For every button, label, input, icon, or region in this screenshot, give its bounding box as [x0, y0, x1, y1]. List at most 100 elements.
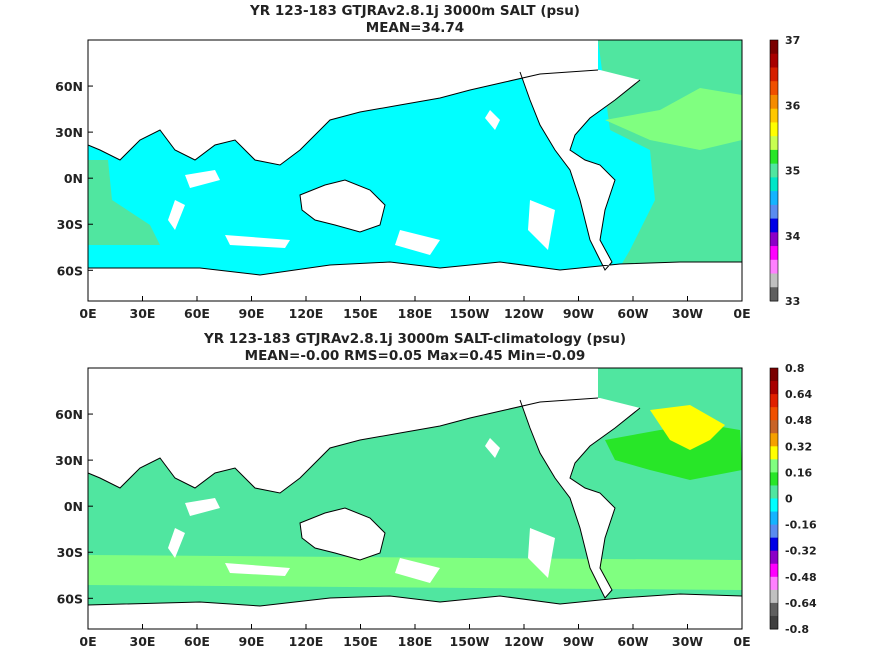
colorbar-segment [770, 563, 778, 578]
colorbar-segment [770, 108, 778, 123]
x-tick-label: 60E [184, 306, 210, 321]
colorbar-segment [770, 122, 778, 137]
y-tick-label: 30S [57, 545, 83, 560]
colorbar-segment [770, 446, 778, 460]
x-tick-label: 90W [563, 634, 594, 649]
x-tick-label: 60W [617, 634, 648, 649]
colorbar-segment [770, 394, 778, 408]
x-tick-label: 30E [130, 634, 156, 649]
colorbar-tick-label: -0.16 [785, 519, 817, 532]
colorbar-tick-label: -0.8 [785, 623, 809, 636]
colorbar-segment [770, 524, 778, 539]
colorbar-segment [770, 94, 778, 110]
panel2-subtitle: MEAN=-0.00 RMS=0.05 Max=0.45 Min=-0.09 [244, 348, 586, 364]
colorbar: 37 36 35 34 33 [769, 34, 801, 308]
colorbar-segment [770, 259, 778, 275]
coastline-outline [87, 69, 742, 276]
land-australia [300, 508, 385, 560]
x-tick-label: 60E [184, 634, 210, 649]
y-tick-label: 30S [57, 217, 83, 232]
colorbar-tick-label: 0.48 [785, 414, 812, 427]
x-tick-label: 180E [398, 634, 433, 649]
plot-frame [87, 367, 743, 630]
colorbar-segment [770, 420, 778, 434]
x-tick-label: 0E [733, 306, 750, 321]
ridge-features [168, 438, 555, 583]
y-tick-label: 60N [55, 79, 83, 94]
ocean-field [88, 368, 742, 629]
x-tick-label: 120E [289, 306, 324, 321]
y-tick-label: 30N [55, 453, 83, 468]
y-tick-label: 0N [64, 499, 83, 514]
colorbar-segment [770, 163, 778, 178]
panel1-title: YR 123-183 GTJRAv2.8.1j 3000m SALT (psu) [250, 3, 580, 19]
x-axis-ticks: 0E 30E 60E 90E 120E 150E 180E 150W 120W 90W 60W 30W… [79, 624, 751, 649]
north-atlantic-high [650, 405, 725, 450]
colorbar-segment [770, 246, 778, 261]
colorbar-segment [770, 232, 778, 247]
colorbar-segment [770, 67, 778, 82]
salinity-field [87, 40, 742, 301]
colorbar-segment [770, 407, 778, 421]
salinity-map-panel: 0E 30E 60E 90E 120E 150E 180E 150W 120W 90W 60W 30W… [55, 34, 801, 321]
colorbar-segment [770, 81, 778, 96]
colorbar-segment [770, 273, 778, 288]
x-tick-label: 30E [130, 306, 156, 321]
colorbar-tick-label: -0.32 [785, 545, 817, 558]
x-tick-label: 30W [672, 634, 703, 649]
colorbar-segment [770, 498, 778, 513]
arctic-high-2 [88, 368, 116, 372]
colorbar-segment [770, 433, 778, 447]
panel2-title: YR 123-183 GTJRAv2.8.1j 3000m SALT-clima… [203, 331, 627, 347]
colorbar-segment [770, 177, 778, 192]
colorbar-segment [770, 204, 778, 220]
x-tick-label: 120E [289, 634, 324, 649]
x-tick-label: 90W [563, 306, 594, 321]
colorbar-segment [770, 149, 778, 165]
colorbar-tick-label: -0.48 [785, 571, 817, 584]
colorbar-segment [770, 381, 778, 395]
y-tick-label: 0N [64, 171, 83, 186]
colorbar-segment [770, 537, 778, 552]
north-atlantic-green [605, 425, 742, 480]
colorbar-tick-label: 0 [785, 493, 793, 506]
x-tick-label: 150E [343, 634, 378, 649]
arctic-green [380, 368, 420, 372]
colorbar-segment [770, 287, 778, 302]
panel1-subtitle: MEAN=34.74 [365, 20, 465, 36]
y-tick-label: 60S [57, 591, 83, 606]
y-axis-ticks: 60N 30N 0N 30S 60S [55, 79, 93, 278]
colorbar-segment [770, 459, 778, 473]
coastline-outline [87, 397, 743, 607]
x-tick-label: 0E [733, 634, 750, 649]
colorbar-tick-label: 36 [785, 99, 801, 112]
colorbar-segment [770, 40, 778, 55]
colorbar-tick-label: 0.8 [785, 362, 805, 375]
colorbar-segment [770, 550, 778, 565]
arctic-high [270, 368, 342, 376]
colorbar-tick-label: 0.32 [785, 440, 812, 453]
y-tick-label: 30N [55, 125, 83, 140]
colorbar-segment [770, 218, 778, 233]
y-tick-label: 60S [57, 263, 83, 278]
land-eurasia [88, 368, 598, 493]
x-tick-label: 90E [239, 306, 265, 321]
x-tick-label: 30W [672, 306, 703, 321]
colorbar-tick-label: 33 [785, 295, 800, 308]
x-tick-label: 120W [504, 634, 544, 649]
colorbar-frame [769, 367, 779, 630]
y-axis-ticks: 60N 30N 0N 30S 60S [55, 407, 93, 606]
colorbar-tick-label: 37 [785, 34, 800, 47]
land-australia [300, 180, 385, 232]
colorbar-tick-label: 35 [785, 165, 800, 178]
colorbar-segment [770, 485, 778, 499]
anomaly-field [87, 368, 743, 629]
x-tick-label: 120W [504, 306, 544, 321]
colorbar-segment [770, 53, 778, 68]
southern-band-2 [88, 565, 620, 585]
x-tick-label: 0E [79, 634, 96, 649]
colorbar-segment [770, 191, 778, 206]
y-tick-label: 60N [55, 407, 83, 422]
x-tick-label: 0E [79, 306, 96, 321]
x-tick-label: 60W [617, 306, 648, 321]
